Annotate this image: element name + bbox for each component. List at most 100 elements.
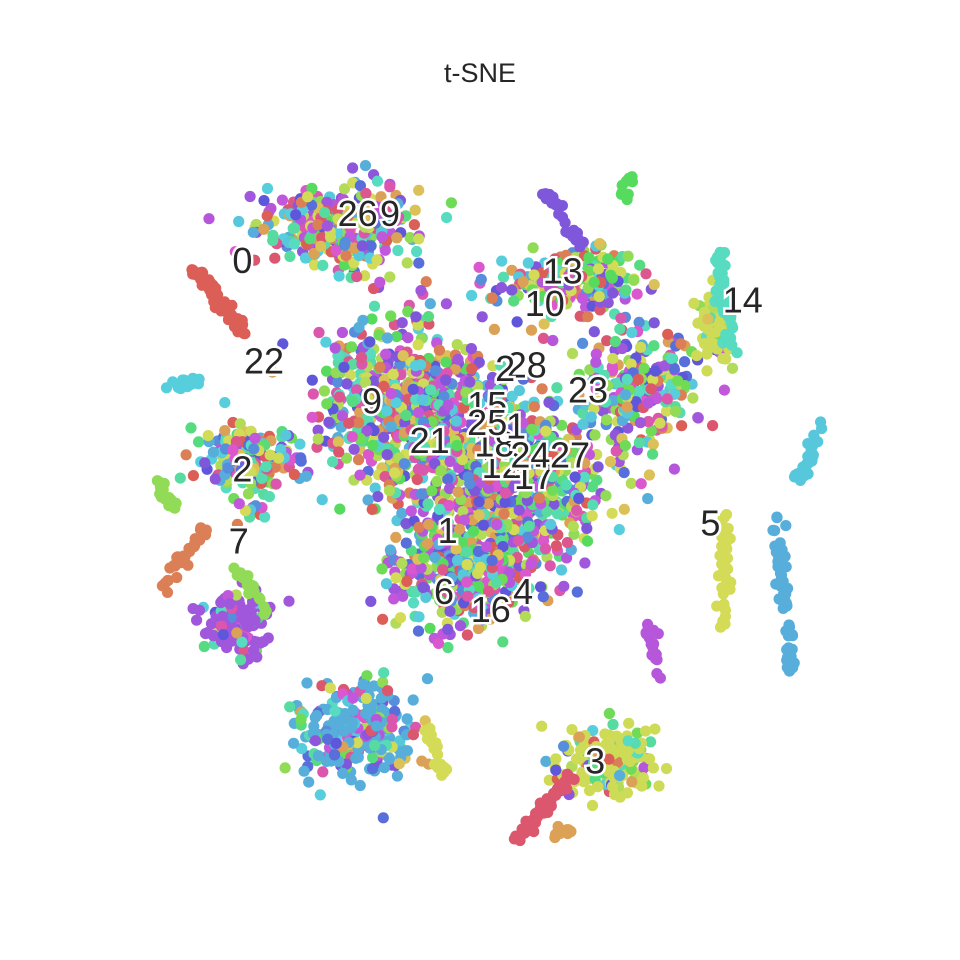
scatter-point [355,780,366,791]
cluster-label: 1 [438,510,458,551]
scatter-point [466,343,477,354]
scatter-point [661,763,672,774]
scatter-point [397,591,408,602]
scatter-point [374,362,385,373]
scatter-point [582,311,593,322]
scatter-point [535,581,546,592]
scatter-point [567,348,578,359]
scatter-point [520,816,531,827]
scatter-point [248,227,259,238]
scatter-point [219,397,230,408]
scatter-point [390,572,401,583]
scatter-point [384,754,395,765]
scatter-point [413,339,424,350]
scatter-point [455,620,466,631]
scatter-point [720,611,731,622]
scatter-point [614,770,625,781]
scatter-point [199,457,210,468]
scatter-point [175,473,186,484]
scatter-point [451,440,462,451]
scatter-point [402,257,413,268]
scatter-point [579,557,590,568]
scatter-point [452,486,463,497]
scatter-point [604,708,615,719]
scatter-point [411,246,422,257]
scatter-point [452,354,463,365]
scatter-point [605,456,616,467]
scatter-point [434,345,445,356]
scatter-point [707,420,718,431]
scatter-point [267,235,278,246]
cluster-label: 2 [232,449,252,490]
scatter-point [714,319,725,330]
cluster-label: 21 [410,420,450,461]
scatter-point [632,289,643,300]
scatter-point [620,440,631,451]
scatter-point [168,560,179,571]
scatter-point [371,721,382,732]
scatter-point [193,436,204,447]
scatter-point [622,401,633,412]
scatter-point [650,653,661,664]
scatter-point [350,753,361,764]
scatter-point [727,363,738,374]
scatter-point [607,353,618,364]
scatter-point [418,552,429,563]
scatter-point [513,535,524,546]
cluster-label: 23 [568,370,608,411]
scatter-point [313,327,324,338]
scatter-point [581,523,592,534]
scatter-point [562,537,573,548]
scatter-point [360,160,371,171]
scatter-point [413,233,424,244]
points-layer [152,160,827,846]
scatter-point [571,753,582,764]
scatter-point [593,461,604,472]
cluster-label: 7 [229,521,249,562]
scatter-point [780,520,791,531]
scatter-point [330,342,341,353]
scatter-point [327,456,338,467]
scatter-point [508,296,519,307]
cluster-label: 5 [700,503,720,544]
scatter-point [572,586,583,597]
scatter-point [269,253,280,264]
scatter-point [644,469,655,480]
scatter-point [653,628,664,639]
scatter-point [347,717,358,728]
scatter-point [446,197,457,208]
scatter-point [398,350,409,361]
scatter-point [349,444,360,455]
scatter-point [720,584,731,595]
scatter-point [254,593,265,604]
scatter-point [568,521,579,532]
scatter-point [672,375,683,386]
scatter-point [157,580,168,591]
scatter-point [506,285,517,296]
scatter-point [152,475,163,486]
scatter-point [233,216,244,227]
scatter-point [607,508,618,519]
scatter-point [299,766,310,777]
scatter-point [410,205,421,216]
scatter-point [699,338,710,349]
scatter-point [334,391,345,402]
scatter-point [556,564,567,575]
scatter-point [648,439,659,450]
scatter-point [425,384,436,395]
scatter-point [261,606,272,617]
scatter-point [626,176,637,187]
scatter-point [688,298,699,309]
scatter-point [338,362,349,373]
scatter-point [545,519,556,530]
scatter-point [367,752,378,763]
scatter-point [361,693,372,704]
scatter-point [347,693,358,704]
scatter-point [301,677,312,688]
scatter-point [441,298,452,309]
scatter-point [273,453,284,464]
scatter-point [462,559,473,570]
scatter-point [277,195,288,206]
cluster-label: 3 [585,740,605,781]
scatter-point [558,581,569,592]
